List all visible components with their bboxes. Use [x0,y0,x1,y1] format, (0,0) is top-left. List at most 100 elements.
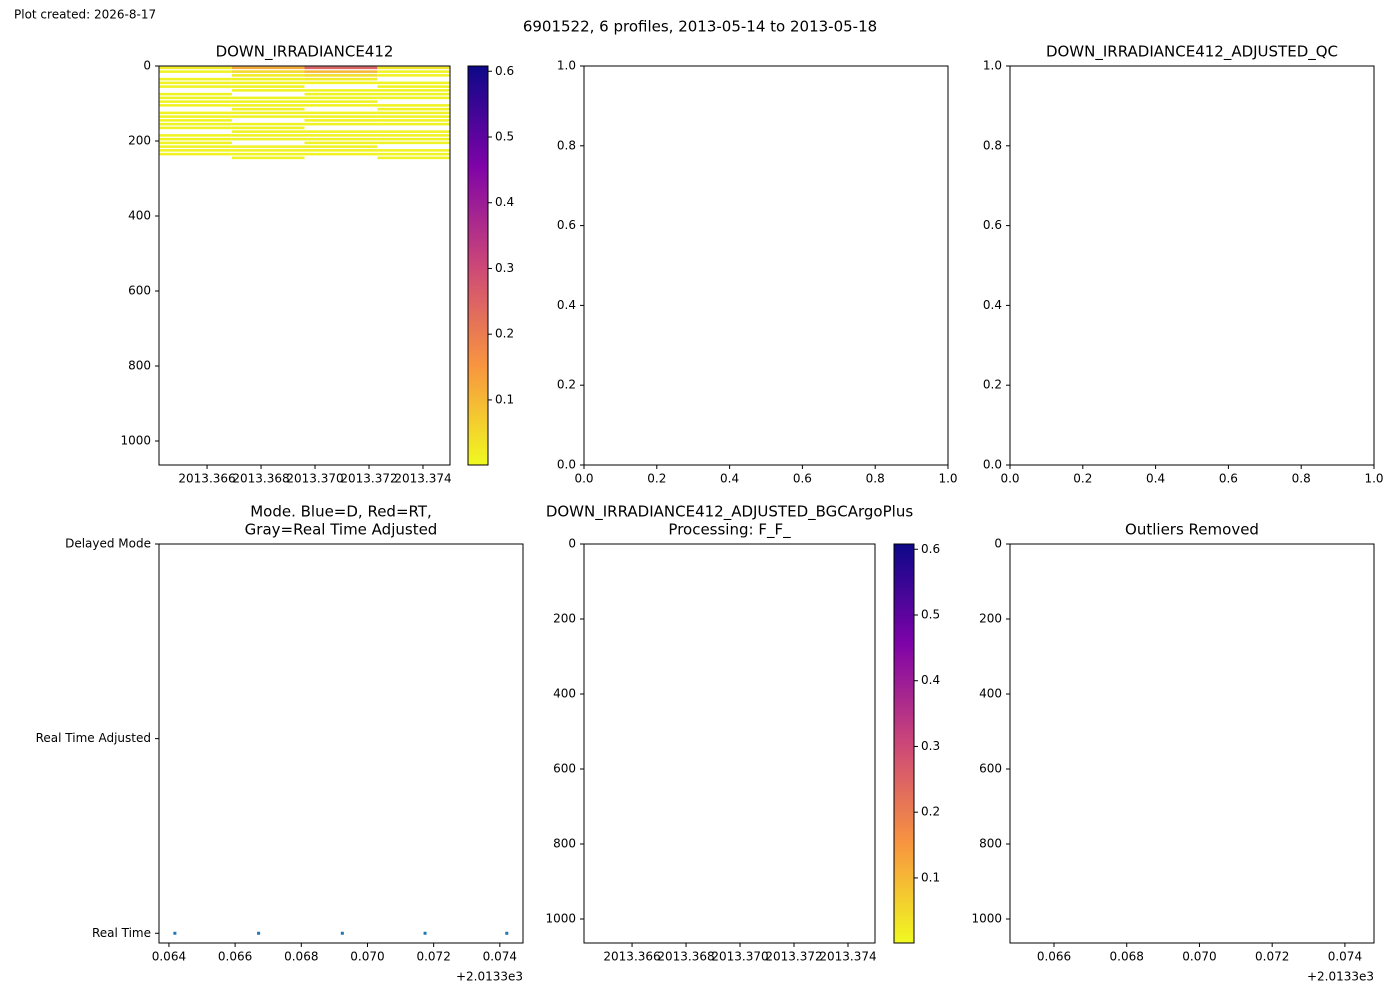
point [340,931,344,935]
axes-frame [583,65,949,466]
y-tick-label: 0.4 [557,298,576,312]
y-tick-label: 0 [143,59,151,73]
x-tick-label: 2013.374 [394,472,451,486]
colorbar-tick-label: 0.3 [495,261,514,275]
point [173,931,177,935]
colorbar-tick-label: 0.4 [921,673,940,687]
heat-cell [159,77,232,81]
colorbar-tick-label: 0.2 [495,327,514,341]
heat-cell [377,89,450,92]
heat-cell [304,100,378,103]
heat-cell [231,89,305,92]
heat-cell [159,81,232,85]
heat-cell [231,74,305,77]
heat-cell [304,122,378,126]
heat-cell [231,100,305,103]
x-tick-label: 2013.374 [819,950,876,964]
x-tick-label: 1.0 [938,472,957,486]
heat-cell [159,100,232,103]
heat-cell [231,107,305,111]
heat-cell [377,66,450,70]
heat-cell [377,111,450,115]
heat-cell [377,107,450,111]
heat-cell [377,119,450,122]
point [423,931,427,935]
heat-cell [304,134,378,137]
heat-cell [159,137,232,141]
heat-cell [304,137,378,141]
y-tick-label: Real Time Adjusted [36,731,151,745]
y-tick-label: 1.0 [557,59,576,73]
suptitle: 6901522, 6 profiles, 2013-05-14 to 2013-… [523,18,877,36]
heat-cell [231,115,305,118]
y-tick-label: 1000 [120,434,151,448]
x-tick-label: 0.070 [1182,950,1216,964]
heat-cell [377,92,450,96]
heat-cell [159,115,232,118]
x-tick-label: 0.074 [1328,950,1362,964]
axes-title: DOWN_IRRADIANCE412_ADJUSTED_QC [1046,43,1338,62]
x-tick-label: 0.2 [647,472,666,486]
x-tick-label: 0.074 [483,950,517,964]
axes-title: Mode. Blue=D, Red=RT, [250,503,432,521]
heat-cell [231,85,305,88]
heat-cell [231,152,305,156]
heat-cell [377,141,450,145]
axes-frame [1009,65,1375,466]
y-tick-label: 0.6 [557,218,576,232]
x-tick-label: 0.4 [1146,472,1165,486]
heat-cell [304,130,378,133]
colorbar-tick-label: 0.5 [495,129,514,143]
heat-cell [304,66,378,70]
heat-cell [304,115,378,118]
colorbar [893,543,915,944]
y-tick-label: 800 [553,837,576,851]
heat-cell [159,111,232,115]
x-tick-label: 0.8 [1292,472,1311,486]
x-tick-label: 2013.372 [340,472,397,486]
heat-cell [159,119,232,122]
heat-cell [377,85,450,88]
x-tick-label: 0.6 [793,472,812,486]
y-tick-label: 1.0 [983,59,1002,73]
heat-cell [304,152,378,156]
x-tick-label: 0.070 [350,950,384,964]
axes-title: DOWN_IRRADIANCE412_ADJUSTED_BGCArgoPlus [546,503,914,522]
heat-cell [377,149,450,152]
heat-cell [159,104,232,107]
x-tick-label: 2013.366 [603,950,660,964]
heat-cell [304,70,378,73]
heat-cell [231,66,305,70]
x-offset-label: +2.0133e3 [456,970,523,984]
heat-cell [159,66,232,70]
heat-cell [377,156,450,160]
colorbar-tick-label: 0.1 [921,870,940,884]
heat-cell [304,77,378,81]
x-tick-label: 2013.368 [657,950,714,964]
heat-cell [159,92,232,96]
heat-cell [159,145,232,148]
heat-cell [231,145,305,148]
y-tick-label: 200 [128,134,151,148]
x-tick-label: 0.068 [1110,950,1144,964]
heat-cell [159,141,232,145]
point [257,931,261,935]
x-tick-label: 0.064 [152,950,186,964]
y-tick-label: 200 [553,612,576,626]
created-label: Plot created: 2026-8-17 [14,8,156,22]
heat-cell [231,81,305,85]
y-tick-label: 0.4 [983,298,1002,312]
y-tick-label: 400 [553,687,576,701]
heat-cell [304,141,378,145]
x-tick-label: 0.6 [1219,472,1238,486]
heat-cell [231,130,305,133]
y-tick-label: 1000 [971,912,1002,926]
heat-cell [159,122,232,126]
y-tick-label: 0.6 [983,218,1002,232]
heat-cell [159,149,232,152]
heat-cell [377,122,450,126]
heat-cell [377,70,450,73]
heat-cell [231,70,305,73]
